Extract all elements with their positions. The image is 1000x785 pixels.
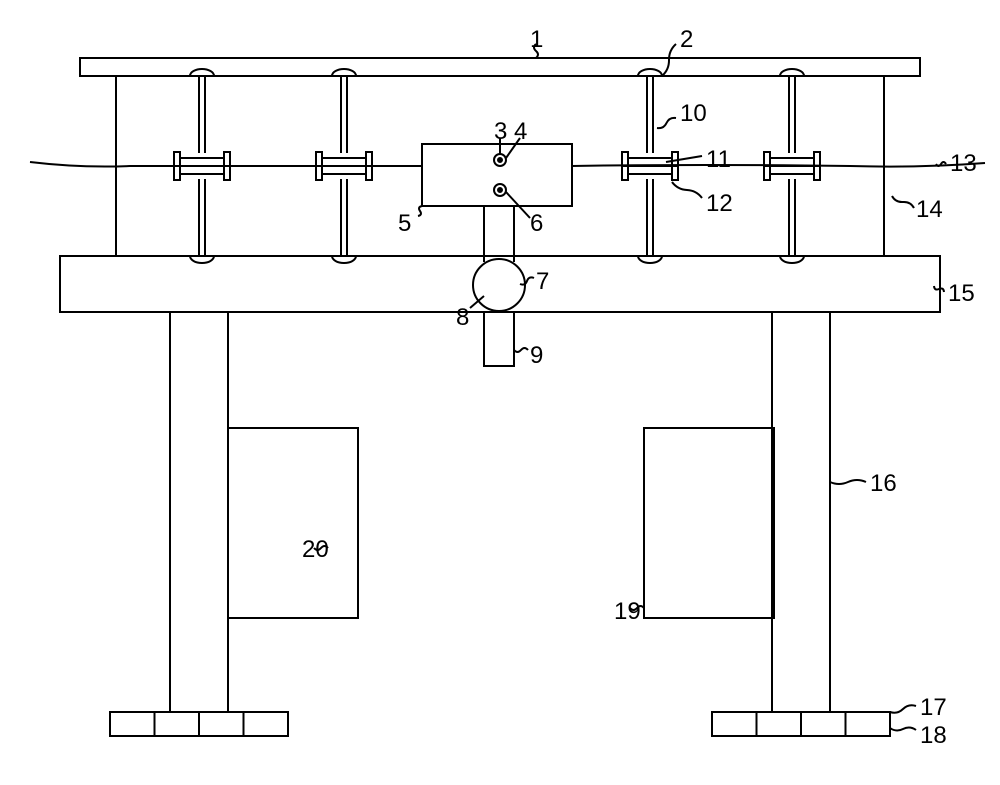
label-8: 8 [456, 304, 469, 332]
label-16: 16 [870, 470, 897, 498]
label-3: 3 [494, 118, 507, 146]
label-5: 5 [398, 210, 411, 238]
label-2: 2 [680, 26, 693, 54]
label-14: 14 [916, 196, 943, 224]
label-15: 15 [948, 280, 975, 308]
label-11: 11 [706, 146, 731, 174]
label-7: 7 [536, 268, 549, 296]
label-9: 9 [530, 342, 543, 370]
label-18: 18 [920, 722, 947, 750]
label-10: 10 [680, 100, 707, 128]
label-17: 17 [920, 694, 947, 722]
label-6: 6 [530, 210, 543, 238]
label-13: 13 [950, 150, 977, 178]
label-1: 1 [530, 26, 543, 54]
label-19: 19 [614, 598, 641, 626]
label-20: 20 [302, 536, 329, 564]
label-4: 4 [514, 118, 527, 146]
label-12: 12 [706, 190, 733, 218]
